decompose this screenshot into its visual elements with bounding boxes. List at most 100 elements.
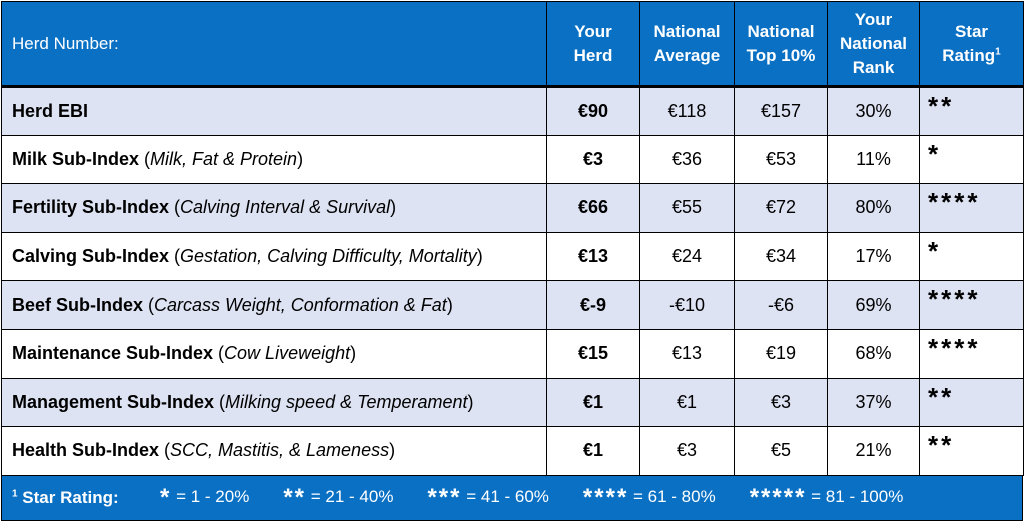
your-herd-cell: €1 [546,426,640,476]
national-average-cell: €36 [639,134,735,185]
row-label: Fertility Sub-Index (Calving Interval & … [1,183,547,233]
index-name: Maintenance Sub-Index [12,343,214,364]
your-herd-cell: €15 [546,328,640,379]
national-top10-cell: €157 [734,85,828,136]
national-average-cell: €13 [639,328,735,379]
national-top10-cell: €53 [734,134,828,185]
table-row: Management Sub-Index (Milking speed & Te… [1,377,1024,428]
national-rank-cell: 68% [827,328,920,379]
row-label: Herd EBI [1,85,547,136]
star-rating-legend: 1 Star Rating: * = 1 - 20% ** = 21 - 40% *… [1,475,1023,521]
index-detail: Carcass Weight, Conformation & Fat [154,294,447,315]
legend-stars: ***** [749,483,807,511]
header-line: Your [854,9,893,29]
table-row: Maintenance Sub-Index (Cow Liveweight) €1… [1,328,1024,379]
row-label: Management Sub-Index (Milking speed & Te… [1,377,547,428]
index-detail: Milking speed & Temperament [225,391,468,412]
your-herd-cell: €-9 [546,280,640,330]
index-detail: Gestation, Calving Difficulty, Mortality [180,246,477,267]
legend-item: ** = 21 - 40% [283,484,394,511]
index-name: Herd EBI [12,100,89,121]
your-herd-cell: €66 [546,183,640,233]
your-herd-cell: €1 [546,377,640,428]
header-line: Star [954,21,989,41]
legend-range: = 61 - 80% [633,486,716,506]
national-top10-cell: €3 [734,377,828,428]
star-rating-cell: * [919,134,1024,185]
header-line: Rank [852,57,895,77]
index-name: Fertility Sub-Index [12,197,170,218]
table-body: Herd EBI €90 €118 €157 30% ** Milk Sub-Index (… [1,85,1024,476]
star-rating-cell: **** [919,183,1024,233]
herd-number-header: Herd Number: [1,1,547,87]
footnote-mark: 1 [12,488,18,500]
national-average-header: National Average [639,1,735,87]
header-line: National [653,21,721,41]
legend-range: = 1 - 20% [176,486,250,506]
national-average-cell: €1 [639,377,735,428]
star-rating-cell: ** [919,85,1024,136]
legend-stars: **** [582,483,629,511]
national-average-cell: €24 [639,231,735,282]
header-row: Herd Number: Your Herd National Average … [1,1,1024,87]
table-row: Herd EBI €90 €118 €157 30% ** [1,85,1024,136]
national-rank-cell: 80% [827,183,920,233]
national-rank-cell: 11% [827,134,920,185]
national-top10-cell: -€6 [734,280,828,330]
national-rank-cell: 37% [827,377,920,428]
legend-items: * = 1 - 20% ** = 21 - 40% *** = 41 - 60% **… [160,484,937,512]
legend-range: = 21 - 40% [310,486,394,506]
legend-item: *** = 41 - 60% [427,484,548,511]
national-top10-header: National Top 10% [734,1,828,87]
index-name: Calving Sub-Index [12,246,170,267]
index-name: Beef Sub-Index [12,294,144,315]
national-rank-header: Your National Rank [827,1,920,87]
star-rating-cell: **** [919,328,1024,379]
footnote-mark: 1 [995,45,1001,57]
row-label: Calving Sub-Index (Gestation, Calving Di… [1,231,547,282]
legend-item: ***** = 81 - 100% [750,484,904,511]
table-row: Health Sub-Index (SCC, Mastitis, & Lamen… [1,426,1024,476]
star-rating-cell: ** [919,377,1024,428]
legend-stars: * [160,483,172,511]
star-rating-header: Star Rating1 [919,1,1024,87]
header-line: Your [574,21,612,41]
your-herd-cell: €90 [546,85,640,136]
header-line: Herd [573,45,613,65]
your-herd-cell: €3 [546,134,640,185]
legend-range: = 81 - 100% [811,486,904,506]
star-rating-cell: **** [919,280,1024,330]
your-herd-header: Your Herd [546,1,640,87]
national-average-cell: -€10 [639,280,735,330]
national-average-cell: €118 [639,85,735,136]
national-rank-cell: 17% [827,231,920,282]
legend-item: * = 1 - 20% [160,484,250,511]
your-herd-cell: €13 [546,231,640,282]
header-line: National [747,21,815,41]
legend-title: Star Rating: [22,487,119,507]
row-label: Beef Sub-Index (Carcass Weight, Conforma… [1,280,547,330]
national-top10-cell: €72 [734,183,828,233]
index-name: Health Sub-Index [12,440,160,461]
legend-stars: ** [283,483,307,511]
row-label: Maintenance Sub-Index (Cow Liveweight) [1,328,547,379]
legend-label: 1 Star Rating: [2,488,160,508]
index-detail: SCC, Mastitis, & Lameness [170,440,390,461]
national-rank-cell: 30% [827,85,920,136]
table-row: Milk Sub-Index (Milk, Fat & Protein) €3 €3… [1,134,1024,185]
legend-item: **** = 61 - 80% [583,484,716,511]
ebi-table: Herd Number: Your Herd National Average … [1,1,1024,476]
index-name: Management Sub-Index [12,391,215,412]
table-row: Fertility Sub-Index (Calving Interval & … [1,183,1024,233]
header-line: Rating [942,45,996,65]
star-rating-cell: * [919,231,1024,282]
index-detail: Milk, Fat & Protein [150,148,298,169]
national-rank-cell: 69% [827,280,920,330]
national-top10-cell: €34 [734,231,828,282]
national-average-cell: €3 [639,426,735,476]
row-label: Health Sub-Index (SCC, Mastitis, & Lamen… [1,426,547,476]
star-rating-cell: ** [919,426,1024,476]
header-line: Average [653,45,721,65]
national-top10-cell: €19 [734,328,828,379]
